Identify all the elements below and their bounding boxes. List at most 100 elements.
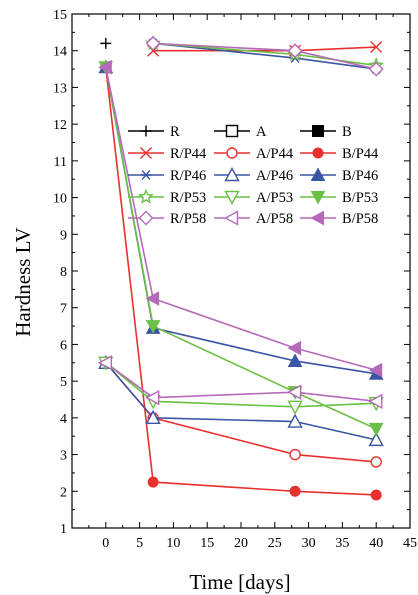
data-point: [97, 355, 113, 371]
legend-item: R/P46: [128, 168, 206, 184]
axis-ticks: [72, 13, 411, 529]
data-point: [287, 413, 303, 428]
x-tick-label: 10: [166, 536, 180, 551]
y-tick-label: 15: [53, 8, 67, 23]
legend-label: R/P58: [170, 211, 206, 227]
legend-item: A/P53: [214, 190, 293, 206]
data-point: [145, 389, 160, 406]
y-tick-label: 8: [60, 265, 67, 280]
legend-marker: [226, 147, 238, 159]
data-point: [145, 320, 161, 334]
y-tick-label: 2: [60, 485, 67, 500]
legend-item: R/P44: [128, 146, 207, 162]
legend-label: R/P53: [170, 190, 206, 206]
legend-label: R/P44: [170, 146, 207, 162]
legend-item: A/P46: [214, 167, 293, 184]
legend-label: A/P46: [256, 168, 293, 184]
series-line: [105, 362, 377, 403]
legend-item: R: [128, 124, 180, 140]
y-tick-label: 3: [60, 449, 67, 464]
plot-frame: [71, 13, 411, 529]
x-tick-label: 20: [234, 536, 248, 551]
y-axis-title: Hardness LV: [11, 227, 35, 336]
data-point: [287, 384, 302, 400]
x-tick-label: 25: [268, 536, 282, 551]
x-axis-title: Time [days]: [189, 570, 290, 594]
legend-item: R/P58: [128, 210, 206, 227]
y-tick-label: 5: [60, 375, 67, 390]
legend-marker: [140, 147, 152, 159]
data-point: [147, 476, 159, 488]
x-tick-label: 5: [136, 536, 143, 551]
legend-marker: [138, 188, 154, 204]
legend-item: B/P53: [300, 190, 378, 206]
legend-marker: [312, 147, 324, 159]
plot-border: [71, 13, 411, 529]
series-b-p44: [100, 61, 382, 501]
legend: R R/P44 R/P46 R/P53 R/P58 A A/P44 A/P46 A/P53 A/P…: [128, 124, 379, 227]
legend-label: A/P44: [256, 146, 294, 162]
series-r-p58: [145, 35, 384, 77]
legend-marker: [225, 124, 239, 138]
legend-marker: [310, 210, 324, 226]
y-tick-label: 13: [53, 81, 67, 96]
series-b-p58: [98, 59, 383, 378]
legend-label: A: [256, 124, 267, 140]
data-point: [287, 340, 302, 356]
data-point: [370, 41, 383, 54]
y-tick-label: 11: [54, 155, 67, 170]
legend-item: R/P53: [128, 188, 206, 206]
series-layer: [97, 35, 385, 501]
legend-label: B/P46: [342, 168, 378, 184]
series-line: [105, 67, 377, 430]
data-point: [368, 362, 383, 378]
legend-marker: [312, 125, 324, 137]
legend-label: R/P46: [170, 168, 206, 184]
legend-marker: [140, 125, 152, 137]
series-line: [105, 362, 377, 441]
y-tick-label: 14: [53, 45, 67, 60]
x-tick-label: 35: [335, 536, 349, 551]
data-point: [368, 422, 384, 437]
legend-item: B/P58: [300, 210, 378, 227]
x-tick-label: 15: [200, 536, 214, 551]
series-a-p46: [98, 354, 384, 447]
data-point: [370, 489, 382, 501]
data-point: [368, 431, 384, 447]
data-point: [145, 35, 161, 51]
legend-marker: [140, 170, 152, 180]
data-point: [368, 393, 383, 410]
data-point: [145, 291, 160, 306]
x-tick-label: 45: [403, 536, 417, 551]
legend-item: A: [214, 124, 267, 140]
y-tick-label: 4: [60, 412, 67, 427]
x-tick-label: 0: [102, 536, 109, 551]
data-point: [100, 37, 112, 49]
legend-marker: [224, 167, 240, 182]
data-point: [145, 409, 161, 425]
legend-marker: [224, 210, 239, 226]
data-point: [289, 448, 301, 461]
series-a-p58: [97, 355, 383, 410]
legend-label: A/P58: [256, 211, 293, 227]
series-line: [153, 42, 377, 70]
series-line: [105, 67, 377, 371]
y-tick-label: 1: [60, 522, 67, 537]
series-line: [105, 362, 377, 408]
legend-marker: [224, 190, 240, 205]
legend-label: A/P53: [256, 190, 293, 206]
legend-item: A/P44: [214, 146, 294, 162]
legend-marker: [138, 210, 154, 226]
data-point: [98, 59, 112, 75]
data-point: [287, 43, 303, 59]
series-r: [100, 37, 112, 49]
y-tick-label: 12: [53, 118, 67, 133]
series-line: [105, 362, 377, 463]
data-point: [370, 456, 382, 468]
legend-item: B: [300, 124, 352, 140]
data-point: [368, 61, 384, 77]
legend-label: B/P58: [342, 211, 378, 227]
y-tick-label: 10: [53, 192, 67, 207]
